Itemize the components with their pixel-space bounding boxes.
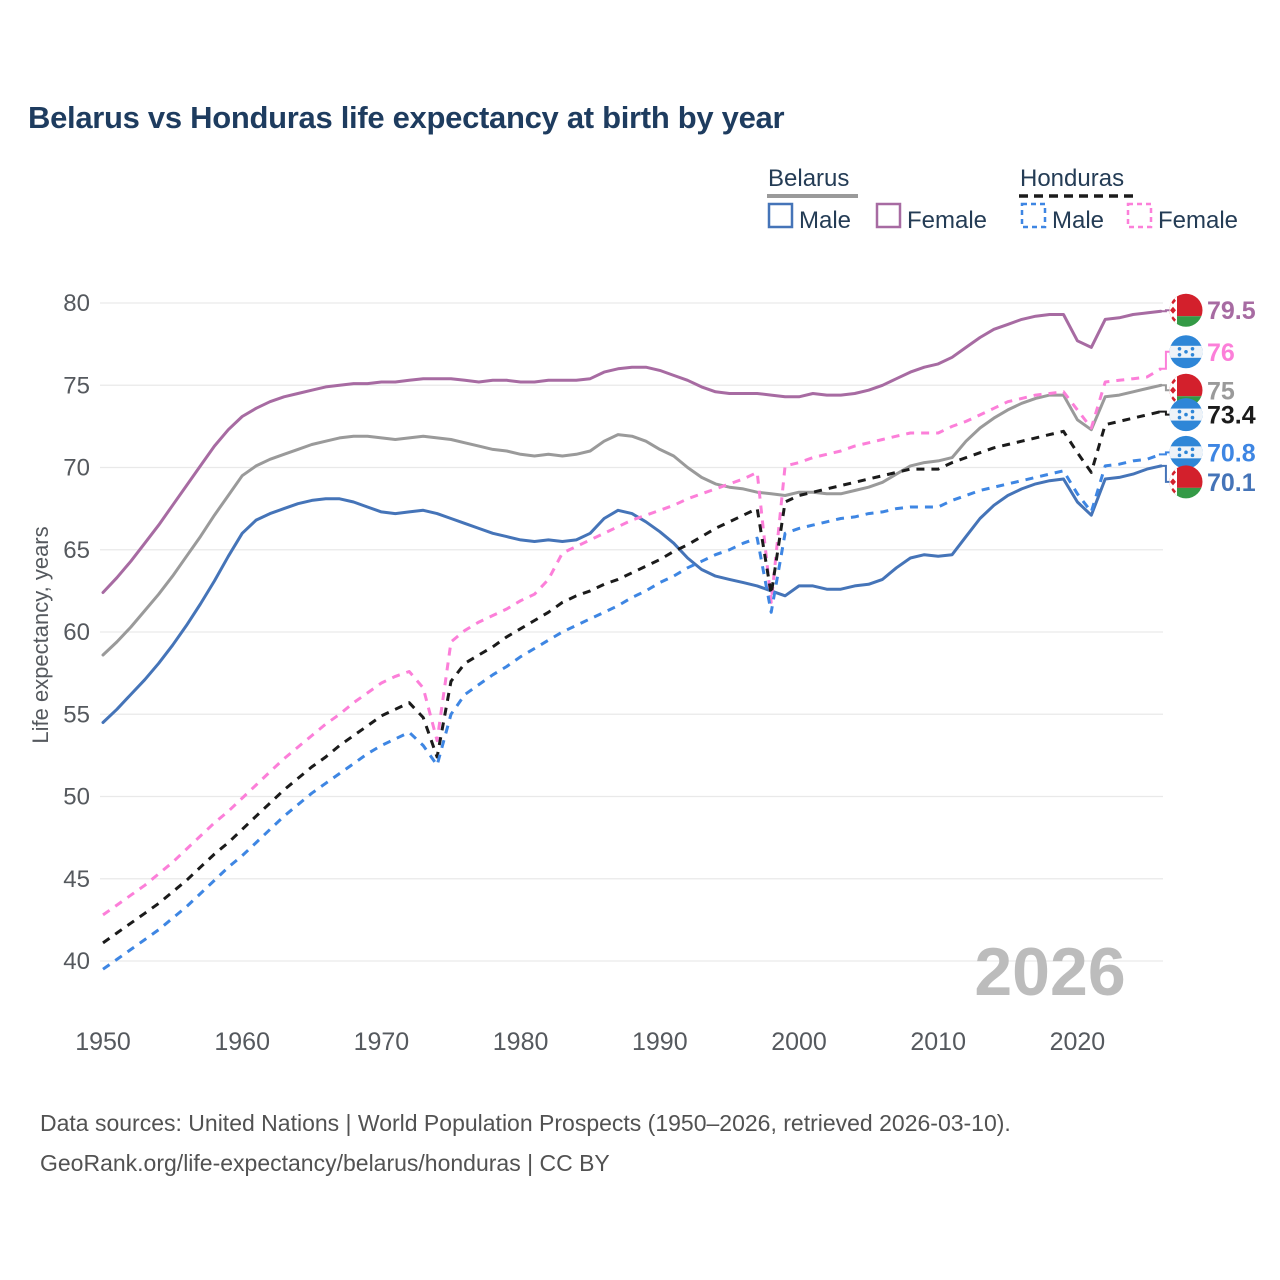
- end-label-connector: [1158, 464, 1170, 483]
- end-label-connector: [1158, 384, 1170, 392]
- x-tick-label: 2010: [910, 1028, 966, 1056]
- end-label-connector: [1158, 410, 1170, 416]
- y-tick-label: 80: [63, 290, 90, 317]
- y-axis-tick-labels: 40 45 50 55 60 65 70 75 80: [63, 290, 90, 975]
- gridlines: [100, 302, 1163, 962]
- legend-honduras-female-swatch: [1126, 202, 1153, 229]
- end-label-value: 75: [1207, 377, 1235, 405]
- honduras-flag-icon: [1169, 435, 1203, 469]
- y-tick-label: 60: [63, 619, 90, 646]
- end-label-connector: [1158, 309, 1170, 313]
- y-tick-label: 50: [63, 784, 90, 811]
- line-belarus-female: [101, 309, 1163, 594]
- y-tick-label: 70: [63, 455, 90, 482]
- end-label-connector: [1158, 350, 1170, 370]
- legend-belarus-female-label: Female: [907, 207, 987, 234]
- footer-sources: Data sources: United Nations | World Pop…: [40, 1110, 1011, 1136]
- watermark-year: 2026: [974, 934, 1125, 1010]
- honduras-flag-icon: [1169, 398, 1203, 432]
- legend-honduras-female-label: Female: [1158, 207, 1238, 234]
- line-honduras-all: [102, 410, 1162, 945]
- legend-belarus-male-label: Male: [799, 207, 851, 234]
- end-label-value: 70.1: [1207, 469, 1256, 497]
- legend-belarus-title: Belarus: [768, 165, 849, 192]
- footer-attribution: GeoRank.org/life-expectancy/belarus/hond…: [40, 1150, 610, 1176]
- belarus-flag-icon: [1169, 465, 1203, 499]
- y-tick-label: 55: [63, 701, 90, 728]
- belarus-flag-icon: [1169, 293, 1203, 327]
- x-axis-tick-labels: 1950 1960 1970 1980 1990 2000 2010 2020: [75, 1028, 1105, 1056]
- line-belarus-male: [101, 464, 1163, 724]
- x-tick-label: 1990: [632, 1028, 688, 1056]
- x-tick-label: 1980: [493, 1028, 549, 1056]
- x-tick-label: 2000: [771, 1028, 827, 1056]
- x-tick-label: 1960: [214, 1028, 270, 1056]
- legend-belarus-male-swatch: [767, 202, 794, 229]
- end-label-connector: [1158, 451, 1170, 456]
- honduras-flag-icon: [1169, 335, 1203, 369]
- x-tick-label: 1970: [354, 1028, 410, 1056]
- page-title: Belarus vs Honduras life expectancy at b…: [28, 100, 784, 135]
- y-tick-label: 45: [63, 866, 90, 893]
- line-belarus-all: [101, 383, 1163, 657]
- legend-honduras-male-swatch: [1020, 202, 1047, 229]
- x-tick-label: 2020: [1050, 1028, 1106, 1056]
- y-tick-label: 65: [63, 537, 90, 564]
- line-honduras-male: [102, 452, 1162, 971]
- end-label-value: 79.5: [1207, 297, 1256, 325]
- y-axis-title: Life expectancy, years: [28, 526, 53, 743]
- line-honduras-female: [102, 367, 1162, 917]
- end-label-value: 73.4: [1207, 402, 1256, 430]
- x-tick-label: 1950: [75, 1028, 131, 1056]
- end-label-value: 70.8: [1207, 439, 1256, 467]
- series-lines: [101, 309, 1163, 971]
- end-label-value: 76: [1207, 339, 1235, 367]
- legend-honduras-male-label: Male: [1052, 207, 1104, 234]
- legend-honduras-title: Honduras: [1020, 165, 1124, 192]
- legend-belarus-female-swatch: [875, 202, 902, 229]
- legend: Belarus Male Female Honduras Male Female: [767, 165, 1238, 234]
- y-tick-label: 40: [63, 948, 90, 975]
- y-tick-label: 75: [63, 372, 90, 399]
